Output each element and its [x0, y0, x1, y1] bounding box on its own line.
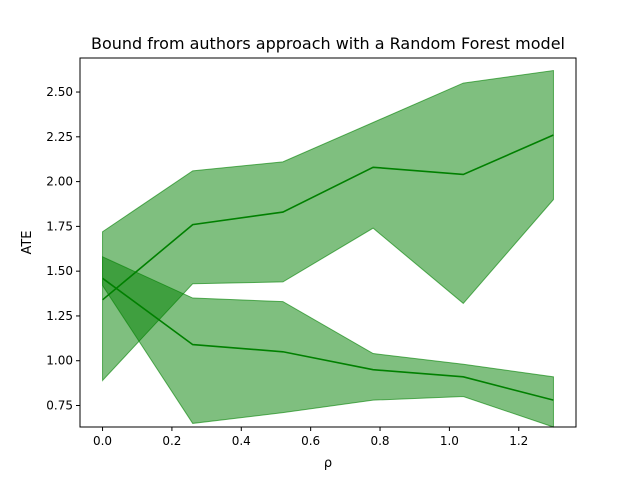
x-tick-label: 0.4	[232, 434, 251, 448]
x-tick-label: 0.0	[93, 434, 112, 448]
y-tick-label: 1.00	[46, 354, 73, 368]
x-tick-label: 1.2	[509, 434, 528, 448]
confidence-bands	[102, 69, 554, 428]
y-axis-label: ATE	[20, 230, 35, 254]
line-1	[102, 134, 554, 301]
plot-frame	[79, 57, 577, 428]
y-tick-label: 1.25	[46, 309, 73, 323]
x-axis-label: ρ	[324, 456, 332, 471]
y-tick-label: 2.50	[46, 85, 73, 99]
band-1	[102, 69, 554, 382]
x-tick-label: 0.6	[301, 434, 320, 448]
chart-title: Bound from authors approach with a Rando…	[91, 34, 565, 53]
x-axis-ticks: 0.0 0.2 0.4 0.6 0.8 1.0 1.2	[93, 427, 528, 448]
y-axis-ticks: 0.75 1.00 1.25 1.50 1.75 2.00 2.25 2.50	[46, 85, 80, 413]
x-tick-label: 0.2	[162, 434, 181, 448]
y-tick-label: 2.00	[46, 175, 73, 189]
series-lines	[102, 134, 554, 401]
y-tick-label: 1.50	[46, 264, 73, 278]
y-tick-label: 1.75	[46, 219, 73, 233]
x-tick-label: 0.8	[370, 434, 389, 448]
x-tick-label: 1.0	[440, 434, 459, 448]
y-tick-label: 0.75	[46, 399, 73, 413]
y-tick-label: 2.25	[46, 130, 73, 144]
line-2	[102, 277, 554, 401]
